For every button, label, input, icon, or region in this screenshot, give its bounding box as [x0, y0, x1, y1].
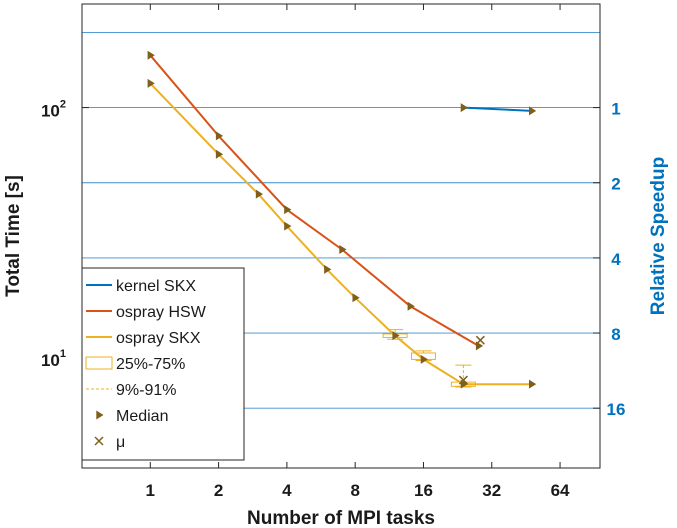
median-marker: [460, 103, 468, 113]
x-tick-label: 4: [282, 481, 292, 500]
legend-swatch-box: [85, 356, 113, 370]
right-tick-label: 16: [607, 400, 626, 419]
right-y-axis-label: Relative Speedup: [648, 157, 669, 315]
y-tick-label: 102: [41, 99, 66, 121]
median-marker: [324, 264, 332, 274]
right-tick-label: 2: [611, 175, 620, 194]
y-tick-exponent: 2: [60, 99, 66, 111]
right-tick-label: 4: [611, 250, 621, 269]
median-marker: [284, 205, 292, 215]
median-marker: [215, 149, 224, 159]
median-marker: [352, 293, 360, 303]
x-tick-label: 32: [482, 481, 501, 500]
series-line-ospray-skx: [149, 82, 532, 386]
y-tick-exponent: 1: [60, 348, 66, 360]
legend-label: ospray HSW: [116, 304, 207, 321]
legend-label: Median: [116, 408, 168, 425]
legend-label: ospray SKX: [116, 330, 201, 347]
median-marker: [339, 245, 347, 255]
markers: [147, 50, 537, 389]
legend-label: 25%-75%: [116, 356, 185, 373]
median-marker: [215, 131, 224, 141]
right-tick-label: 1: [611, 100, 620, 119]
legend: kernel SKX ospray HSW ospray SKX 25%-75% 9%-…: [81, 267, 245, 461]
median-marker: [147, 78, 155, 88]
median-marker: [529, 379, 537, 389]
median-marker: [407, 301, 415, 311]
mean-marker: [475, 335, 485, 345]
right-tick-label: 8: [611, 325, 620, 344]
median-marker: [147, 50, 155, 60]
legend-label: kernel SKX: [116, 278, 196, 295]
series-lines: [149, 54, 532, 386]
median-marker: [529, 106, 537, 116]
y-tick-label: 101: [41, 348, 66, 370]
legend-box: [81, 267, 245, 461]
median-marker: [284, 221, 292, 231]
x-tick-label: 16: [414, 481, 433, 500]
legend-swatch-cross: [94, 436, 104, 446]
mean-marker: [458, 375, 468, 385]
x-tick-label: 2: [214, 481, 223, 500]
legend-swatch-triangle: [96, 410, 104, 420]
legend-label: 9%-91%: [116, 382, 176, 399]
median-marker: [420, 354, 428, 364]
series-line-ospray-hsw: [149, 54, 480, 347]
x-tick-label: 8: [350, 481, 359, 500]
series-line-kernel-skx: [463, 106, 532, 112]
y-axis-label: Total Time [s]: [3, 175, 24, 297]
x-axis-label: Number of MPI tasks: [247, 508, 435, 528]
axis-ticks: 1 2 4 8 16 32 64 101 102 1 2 4 8 16: [41, 4, 626, 500]
median-marker: [392, 331, 400, 341]
legend-label: μ: [116, 434, 125, 451]
x-tick-label: 1: [146, 481, 155, 500]
plot-frame: [81, 3, 601, 469]
x-tick-label: 64: [551, 481, 570, 500]
median-marker: [255, 189, 264, 199]
